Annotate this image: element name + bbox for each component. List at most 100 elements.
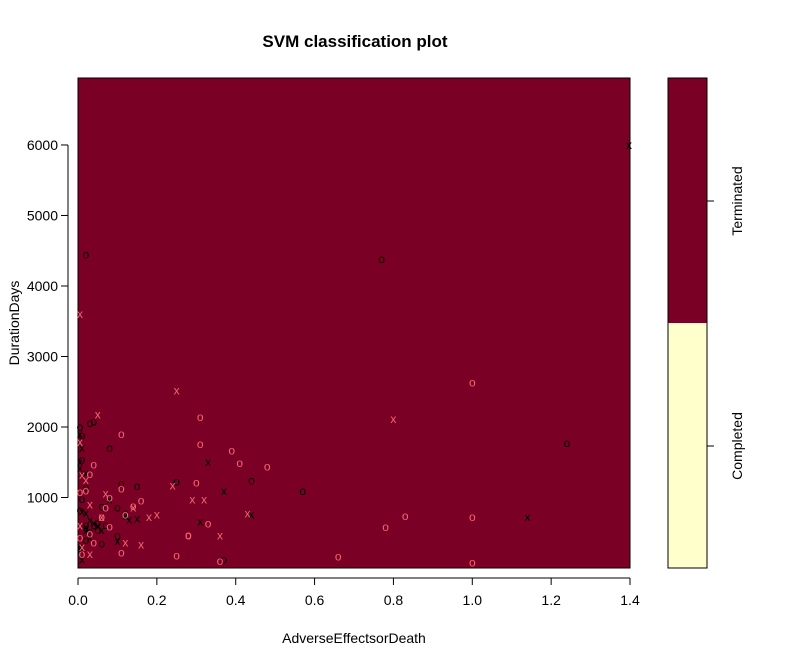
data-point: o [90,519,97,533]
data-point: o [94,516,101,530]
support-vector-point: x [154,507,160,521]
data-point: o [299,484,306,498]
y-tick-label: 6000 [27,137,58,153]
y-axis-label: DurationDays [6,281,22,366]
support-vector-point: x [79,540,85,554]
data-point: o [79,428,86,442]
x-tick-label: 0.0 [68,592,88,608]
x-axis: 0.0 0.2 0.4 0.6 0.8 1.0 1.2 1.4 [68,577,640,608]
data-point: o [185,529,192,543]
support-vector-point: x [130,500,136,514]
data-point: o [122,506,129,520]
support-vector-point: x [95,407,101,421]
data-point: o [130,499,137,513]
data-point: o [77,503,84,517]
data-point: o [118,545,125,559]
support-vector-point: x [77,455,83,469]
data-point: o [264,459,271,473]
data-point: o [83,518,90,532]
data-point: o [236,456,243,470]
data-point: o [248,474,255,488]
data-point: o [86,526,93,540]
support-vector-point: x [245,507,251,521]
support-vector-point: x [83,473,89,487]
data-point: o [173,474,180,488]
support-vector-point: x [87,547,93,561]
data-point: o [197,410,204,424]
support-vector-point: x [114,534,120,548]
x-tick-label: 0.6 [305,592,325,608]
y-axis: 1000 2000 3000 4000 5000 6000 [27,137,69,505]
support-vector-point: x [87,513,93,527]
x-axis-label: AdverseEffectsorDeath [282,630,426,646]
data-point: o [86,467,93,481]
data-point: o [90,457,97,471]
data-point: o [221,553,228,567]
data-point: o [469,376,476,390]
support-vector-point: x [248,507,254,521]
data-point: o [114,529,121,543]
support-vector-point: x [205,455,211,469]
support-vector-point: x [201,493,207,507]
support-vector-point: x [87,531,93,545]
y-tick-label: 4000 [27,278,58,294]
data-point: o [118,481,125,495]
data-point: o [98,510,105,524]
data-point: o [106,490,113,504]
x-tick-label: 0.8 [384,592,404,608]
support-vector-point: x [99,523,105,537]
plot-region-terminated [77,77,631,569]
y-tick-label: 2000 [27,419,58,435]
data-point: o [185,528,192,542]
data-point: o [83,247,90,261]
support-vector-point: x [170,479,176,493]
legend-label-completed: Completed [729,412,745,480]
support-vector-point: x [524,510,530,524]
support-vector-point: x [217,529,223,543]
data-point: o [469,555,476,569]
data-point: o [106,519,113,533]
y-tick-label: 3000 [27,348,58,364]
data-point: o [118,476,125,490]
data-point: o [94,523,101,537]
support-vector-point: x [146,510,152,524]
data-point: o [77,420,84,434]
data-point: o [217,554,224,568]
support-vector-point: x [87,498,93,512]
support-vector-point: x [189,493,195,507]
x-tick-label: 1.4 [620,592,640,608]
support-vector-point: x [107,493,113,507]
data-point: o [114,500,121,514]
data-point: o [402,509,409,523]
x-tick-label: 0.2 [147,592,167,608]
y-tick-label: 5000 [27,207,58,223]
support-vector-point: x [79,468,85,482]
chart-title: SVM classification plot [262,32,447,51]
data-point: o [469,510,476,524]
data-point: o [83,481,90,495]
legend-swatch-completed [668,323,707,568]
data-point: o [77,485,84,499]
data-point: o [83,483,90,497]
data-point: o [205,517,212,531]
support-vector-point: x [77,540,83,554]
support-vector-point: x [626,138,632,152]
data-point: o [173,548,180,562]
data-point: o [86,525,93,539]
support-vector-point: x [103,486,109,500]
data-point: o [83,533,90,547]
data-point: o [102,518,109,532]
data-point: o [79,547,86,561]
x-tick-label: 1.2 [541,592,561,608]
support-vector-point: x [77,307,83,321]
data-point: o [102,500,109,514]
x-tick-label: 1.0 [463,592,483,608]
data-point: o [564,436,571,450]
support-vector-point: x [126,512,132,526]
support-vector-point: x [77,435,83,449]
data-point: o [86,416,93,430]
data-point: o [77,531,84,545]
support-vector-point: x [197,514,203,528]
data-point: o [382,520,389,534]
